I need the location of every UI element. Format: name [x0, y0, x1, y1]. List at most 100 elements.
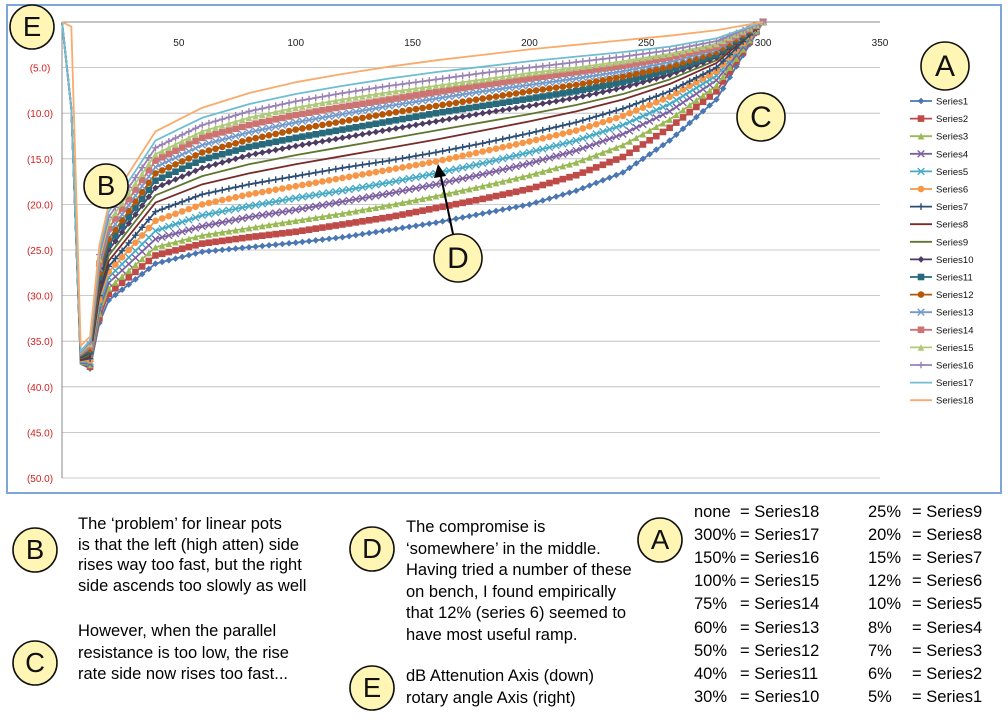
- data-point: [272, 146, 279, 154]
- data-point: [599, 76, 607, 84]
- mapping-percent: 150%: [694, 549, 737, 568]
- data-point: [225, 185, 233, 192]
- data-point: [425, 111, 433, 118]
- data-point: [218, 196, 226, 204]
- data-point: [185, 243, 193, 251]
- data-point: [365, 92, 373, 99]
- data-point: [218, 122, 226, 129]
- data-point: [379, 214, 386, 222]
- data-point: [653, 92, 660, 100]
- data-point: [579, 63, 587, 70]
- data-point: [425, 95, 434, 104]
- data-point: [699, 71, 707, 78]
- data-point: [165, 212, 173, 220]
- data-point: [192, 152, 199, 159]
- data-point: [606, 59, 613, 67]
- data-point: [519, 89, 527, 96]
- data-point: [305, 95, 313, 103]
- mapping-series: = Series5: [912, 595, 983, 614]
- data-point: [612, 114, 620, 122]
- data-point: [225, 206, 233, 214]
- data-point: [185, 128, 193, 135]
- data-point: [466, 77, 473, 85]
- data-point: [653, 48, 660, 56]
- mapping-series: = Series3: [912, 641, 983, 660]
- data-point: [345, 95, 353, 102]
- data-point: [499, 67, 507, 75]
- data-point: [592, 71, 600, 80]
- data-point: [372, 168, 380, 176]
- data-point: [485, 168, 494, 177]
- data-point: [439, 75, 446, 82]
- data-point: [332, 234, 340, 242]
- mapping-left-row: 150% = Series16: [694, 549, 819, 568]
- data-point: [138, 255, 146, 263]
- data-point: [325, 235, 333, 243]
- data-point: [572, 146, 580, 155]
- data-point: [145, 160, 153, 168]
- data-point: [125, 220, 133, 227]
- mapping-series: = Series1: [912, 687, 983, 706]
- data-point: [673, 84, 680, 92]
- mapping-percent: 50%: [694, 641, 728, 660]
- data-point: [539, 73, 547, 81]
- data-point: [311, 191, 320, 199]
- data-point: [279, 114, 286, 122]
- data-point: [472, 184, 480, 191]
- data-point: [612, 85, 620, 93]
- data-point: [499, 143, 507, 151]
- data-point: [192, 233, 199, 241]
- mapping-left-row: 75% = Series14: [694, 595, 819, 614]
- data-point: [252, 150, 259, 158]
- data-point: [359, 161, 366, 169]
- data-point: [526, 69, 533, 77]
- data-point: [646, 57, 653, 65]
- data-point: [225, 127, 233, 134]
- data-point: [198, 128, 206, 135]
- data-point: [465, 162, 474, 171]
- data-point: [225, 141, 233, 149]
- data-point: [185, 147, 193, 156]
- data-point: [359, 100, 366, 107]
- data-point: [332, 165, 340, 173]
- data-point: [566, 59, 573, 67]
- data-point: [546, 125, 553, 132]
- data-point: [305, 203, 313, 212]
- mapping-right-row: 10% = Series5: [868, 595, 982, 614]
- data-point: [191, 213, 200, 222]
- data-point: [118, 260, 126, 268]
- data-point: [178, 137, 186, 145]
- data-point: [673, 64, 680, 72]
- badge-circle: [637, 517, 683, 563]
- data-point: [612, 171, 620, 179]
- data-point: [379, 227, 386, 235]
- data-point: [465, 173, 474, 181]
- data-point: [592, 90, 600, 97]
- legend-label: Series15: [936, 343, 974, 354]
- data-point: [205, 119, 213, 127]
- data-point: [225, 217, 233, 225]
- data-point: [686, 119, 693, 127]
- data-point: [339, 126, 346, 133]
- data-point: [332, 119, 340, 126]
- data-point: [679, 47, 687, 55]
- data-point: [312, 237, 320, 244]
- data-point: [532, 94, 540, 101]
- data-point: [212, 238, 219, 246]
- data-point: [632, 115, 641, 123]
- data-point: [479, 69, 486, 77]
- data-point: [532, 63, 540, 71]
- data-point: [552, 131, 560, 139]
- data-point: [606, 81, 613, 89]
- data-point: [339, 118, 346, 125]
- data-point: [145, 186, 153, 194]
- data-point: [539, 181, 547, 189]
- data-point: [486, 80, 493, 88]
- data-point: [399, 87, 406, 94]
- data-point: [158, 167, 166, 174]
- data-point: [646, 127, 653, 134]
- data-point: [359, 131, 366, 138]
- note-d-text: The compromise is ‘somewhere’ in the midd…: [406, 517, 632, 646]
- data-point: [492, 93, 500, 100]
- note-c-text-line: resistance is too low, the rise: [78, 643, 289, 662]
